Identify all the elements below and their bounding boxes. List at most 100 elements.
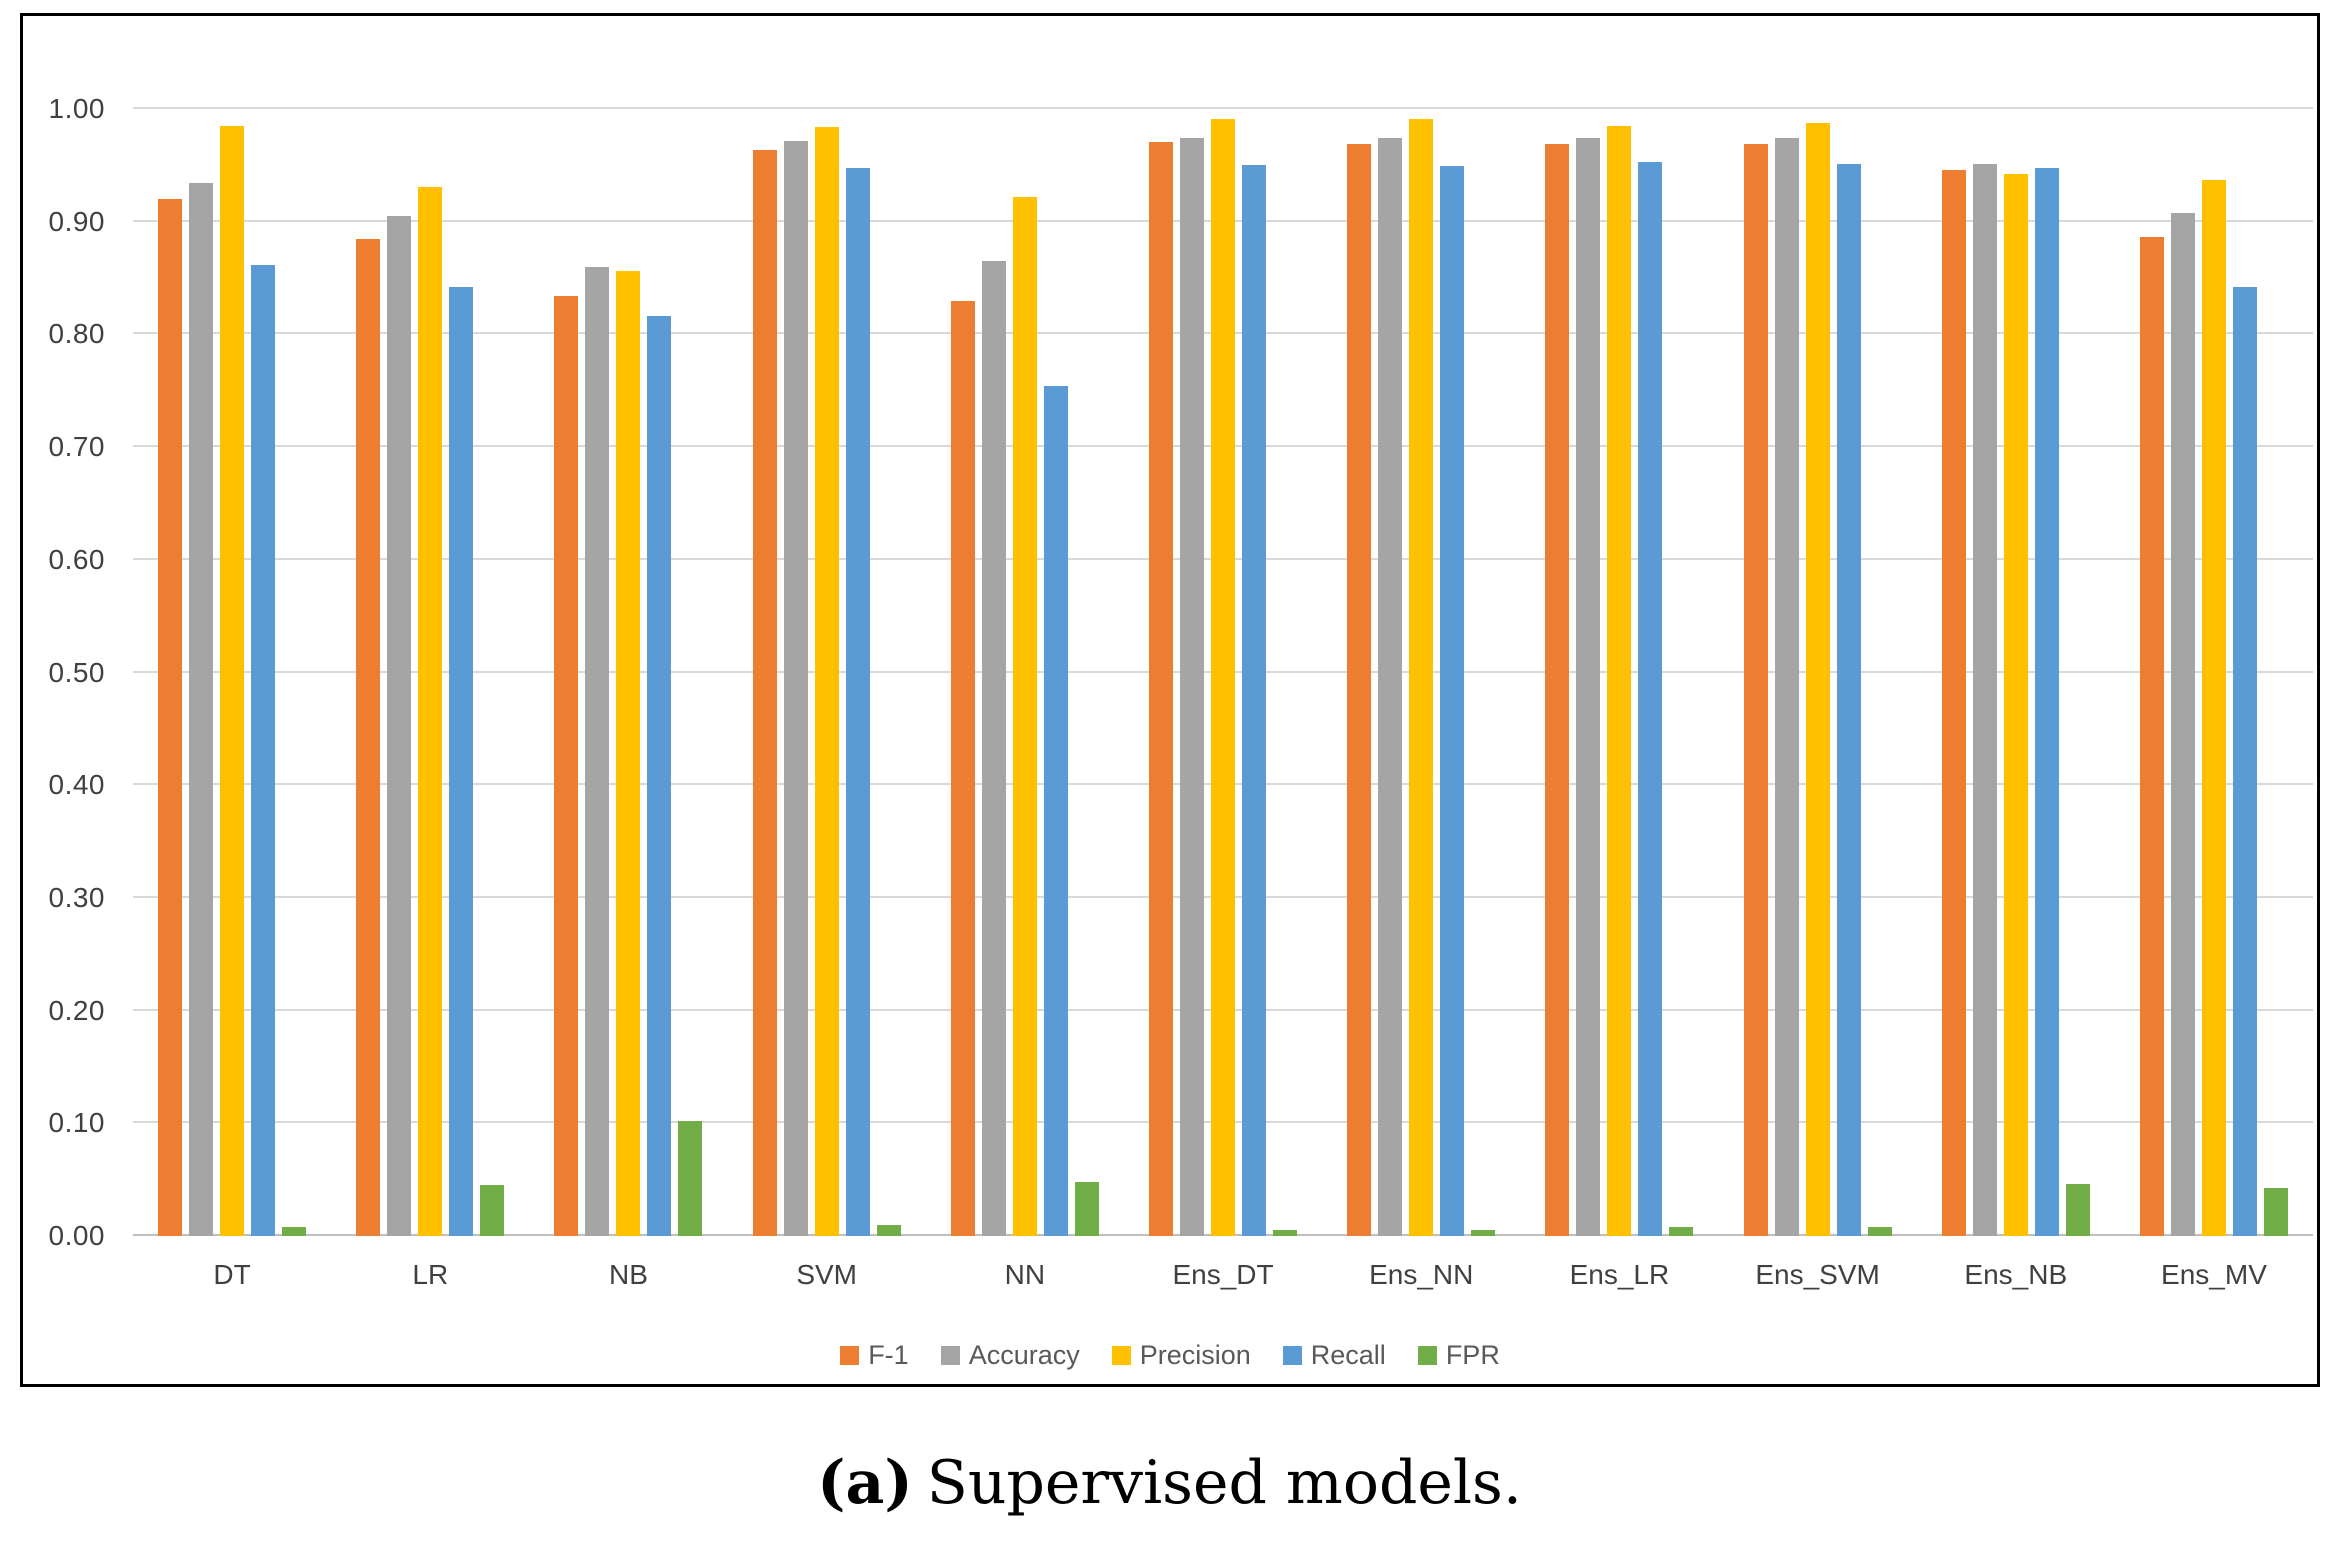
x-category-label-NN: NN — [1004, 1259, 1046, 1290]
x-category-label-Ens_LR: Ens_LR — [1569, 1259, 1670, 1290]
bar-group-LR — [331, 109, 529, 1236]
bar-Ens_DT-FPR — [1273, 1230, 1298, 1236]
bar-NB-Recall — [647, 316, 672, 1236]
bar-group-Ens_DT — [1124, 109, 1322, 1236]
figure-caption: (a) Supervised models. — [0, 1448, 2339, 1518]
bar-DT-Recall — [251, 264, 276, 1236]
bar-Ens_SVM-Precision — [1805, 122, 1830, 1236]
legend-label: FPR — [1445, 1340, 1500, 1370]
bar-Ens_LR-Precision — [1607, 125, 1632, 1236]
bar-Ens_NB-FPR — [2065, 1184, 2090, 1236]
legend-label: F-1 — [868, 1340, 909, 1370]
bar-group-DT — [133, 109, 331, 1236]
bar-DT-Accuracy — [189, 183, 214, 1236]
y-tick-label: 0.10 — [48, 1107, 105, 1139]
bar-SVM-F-1 — [752, 149, 777, 1236]
bar-Ens_MV-Precision — [2201, 180, 2226, 1236]
x-category-label-DT: DT — [213, 1259, 251, 1290]
bar-Ens_LR-Accuracy — [1576, 138, 1601, 1236]
bar-NN-FPR — [1074, 1181, 1099, 1236]
bar-Ens_NN-F-1 — [1347, 143, 1372, 1236]
bar-Ens_DT-F-1 — [1149, 141, 1174, 1236]
bar-SVM-Accuracy — [783, 140, 808, 1236]
bar-group-Ens_NB — [1917, 109, 2115, 1236]
bar-group-Ens_NN — [1322, 109, 1520, 1236]
bar-Ens_NN-Accuracy — [1378, 138, 1403, 1236]
legend-swatch-Accuracy — [940, 1346, 960, 1365]
bar-NN-Precision — [1012, 196, 1037, 1236]
legend-label: Accuracy — [968, 1340, 1080, 1370]
bar-Ens_LR-FPR — [1669, 1226, 1694, 1236]
x-category-label-Ens_NB: Ens_NB — [1964, 1259, 2068, 1290]
y-tick-label: 0.70 — [48, 431, 105, 463]
y-tick-label: 0.30 — [48, 881, 105, 913]
y-tick-label: 0.00 — [48, 1220, 105, 1251]
y-tick-label: 0.80 — [48, 318, 105, 350]
bar-Ens_NB-Accuracy — [1972, 164, 1997, 1236]
bar-Ens_NB-Precision — [2003, 174, 2028, 1236]
legend-swatch-Precision — [1111, 1346, 1131, 1365]
x-category-label-LR: LR — [412, 1259, 449, 1290]
bar-Ens_MV-F-1 — [2139, 237, 2164, 1236]
legend-item-Precision: Precision — [1111, 1340, 1251, 1371]
bar-Ens_LR-F-1 — [1545, 143, 1570, 1236]
y-tick-label: 0.40 — [48, 769, 105, 801]
legend-item-Accuracy: Accuracy — [940, 1340, 1080, 1371]
bar-Ens_NN-Precision — [1409, 119, 1434, 1236]
bar-groups — [133, 109, 2313, 1236]
y-tick-label: 1.00 — [48, 93, 105, 124]
bar-NN-Accuracy — [981, 261, 1006, 1236]
bar-NB-F-1 — [554, 296, 579, 1236]
bar-LR-FPR — [480, 1185, 505, 1236]
bar-group-NN — [926, 109, 1124, 1236]
bar-Ens_NB-F-1 — [1941, 169, 1966, 1236]
bar-DT-F-1 — [158, 199, 183, 1236]
bar-group-NB — [529, 109, 727, 1236]
bar-Ens_DT-Precision — [1211, 119, 1236, 1236]
legend-label: Recall — [1310, 1340, 1386, 1370]
bar-LR-Precision — [418, 186, 443, 1236]
x-category-label-Ens_SVM: Ens_SVM — [1755, 1259, 1880, 1290]
bar-group-Ens_SVM — [1719, 109, 1917, 1236]
legend-swatch-FPR — [1417, 1346, 1437, 1365]
y-tick-label: 0.90 — [48, 205, 105, 237]
plot-area: 1.00 0.90 0.80 0.70 0.60 0.50 0.40 0.30 0.20 0.10… — [49, 93, 2313, 1251]
bar-NN-Recall — [1043, 386, 1068, 1236]
caption-text: Supervised models. — [926, 1448, 1522, 1518]
bar-Ens_NN-FPR — [1471, 1230, 1496, 1236]
bar-Ens_NN-Recall — [1440, 166, 1465, 1236]
bar-Ens_DT-Accuracy — [1180, 138, 1205, 1236]
gridline — [133, 107, 2313, 109]
x-category-label-SVM: SVM — [796, 1259, 857, 1290]
bar-SVM-FPR — [876, 1224, 901, 1236]
y-tick-label: 0.60 — [48, 543, 105, 575]
bar-NB-Precision — [616, 271, 641, 1236]
y-tick-label: 0.50 — [48, 656, 105, 688]
x-category-label-Ens_DT: Ens_DT — [1172, 1259, 1274, 1290]
bar-Ens_MV-Recall — [2232, 287, 2257, 1236]
bar-DT-Precision — [220, 125, 245, 1236]
caption-label: (a) — [817, 1448, 913, 1518]
bar-DT-FPR — [282, 1226, 307, 1236]
legend-swatch-F-1 — [840, 1346, 860, 1365]
x-category-label-Ens_NN: Ens_NN — [1369, 1259, 1474, 1290]
legend-item-Recall: Recall — [1282, 1340, 1386, 1371]
bar-NB-FPR — [678, 1121, 703, 1236]
legend-item-FPR: FPR — [1417, 1340, 1500, 1371]
bar-group-Ens_LR — [1520, 109, 1718, 1236]
bar-Ens_DT-Recall — [1242, 165, 1267, 1236]
bar-Ens_SVM-Accuracy — [1774, 138, 1799, 1236]
bar-Ens_MV-Accuracy — [2170, 212, 2195, 1236]
legend-item-F-1: F-1 — [840, 1340, 909, 1371]
bar-NB-Accuracy — [585, 266, 610, 1236]
x-category-label-Ens_MV: Ens_MV — [2161, 1259, 2267, 1290]
x-axis-category-labels: DT LR NB SVM NN Ens_DT Ens_NN Ens_LR Ens_SVM Ens_… — [133, 1259, 2313, 1291]
bar-Ens_SVM-FPR — [1867, 1226, 1892, 1236]
legend-label: Precision — [1139, 1340, 1251, 1370]
bar-Ens_NB-Recall — [2034, 167, 2059, 1236]
bar-NN-F-1 — [950, 300, 975, 1236]
x-category-label-NB: NB — [609, 1259, 648, 1290]
bar-LR-F-1 — [356, 238, 381, 1236]
y-tick-label: 0.20 — [48, 994, 105, 1026]
bar-Ens_LR-Recall — [1638, 161, 1663, 1236]
